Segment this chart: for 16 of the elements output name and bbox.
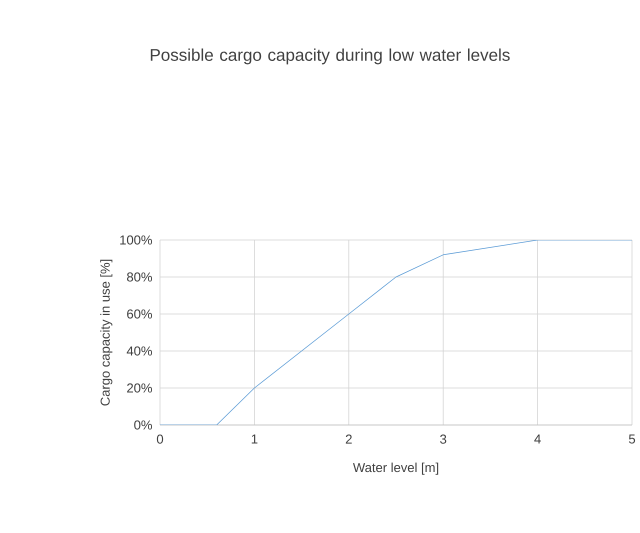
x-tick-label: 3 [440,434,446,444]
line-series [160,240,632,425]
x-tick-label: 1 [252,434,258,444]
y-tick-label: 60% [127,309,152,319]
x-tick-label: 2 [346,434,352,444]
x-tick-label: 0 [156,434,164,444]
y-tick-label: 0% [134,420,152,430]
x-tick-label: 5 [628,434,636,444]
chart-title: Possible cargo capacity during low water levels [150,48,510,64]
x-tick-label: 4 [534,434,541,444]
y-axis-title: Cargo capacity in use [%] [100,260,112,406]
y-tick-label: 80% [127,272,152,282]
y-tick-label: 20% [127,383,152,393]
y-tick-label: 100% [120,235,152,245]
y-tick-label: 40% [126,346,152,356]
x-axis-title: Water level [m] [352,462,438,475]
